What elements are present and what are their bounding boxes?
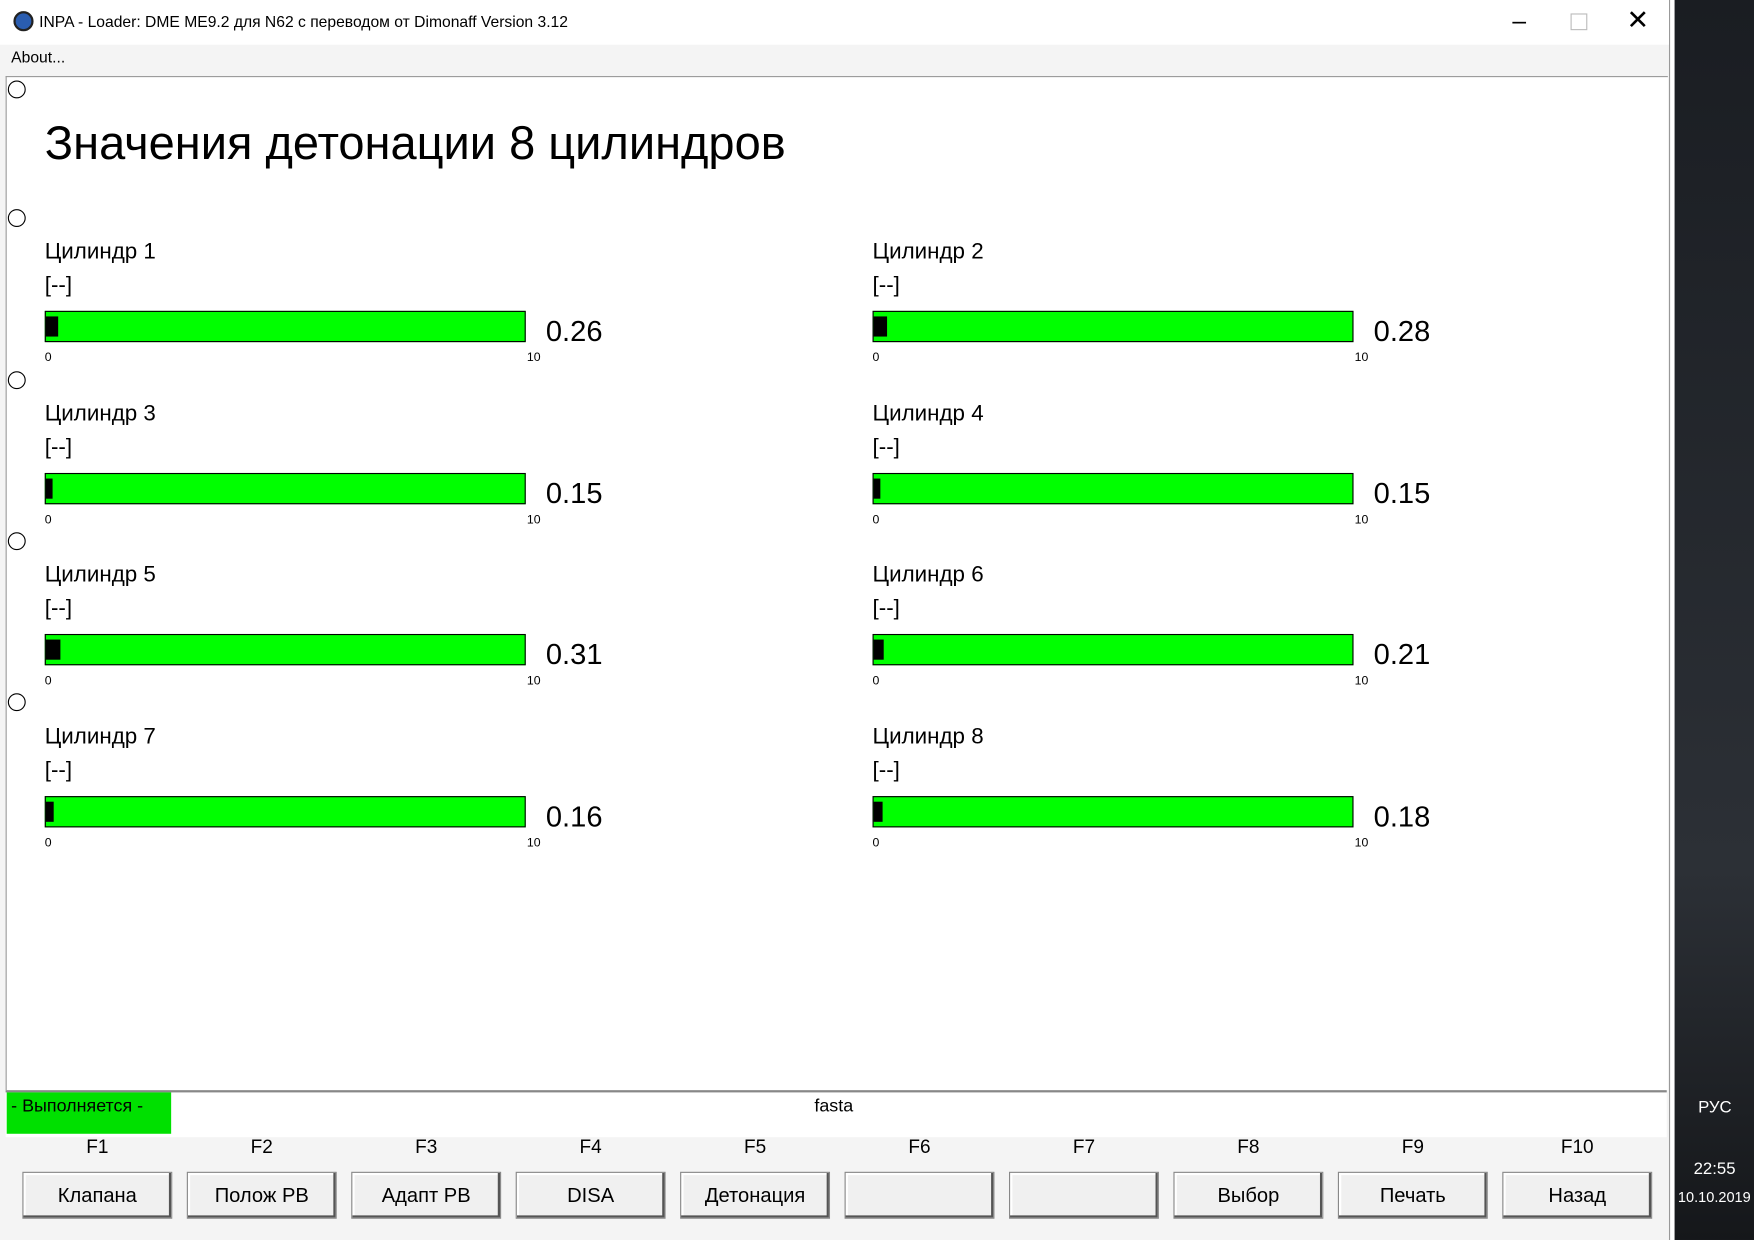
function-button[interactable] xyxy=(844,1171,995,1219)
fkey-label: F5 xyxy=(743,1136,767,1158)
gauge-fill xyxy=(873,801,883,822)
close-button[interactable]: ✕ xyxy=(1626,5,1649,36)
taskbar-time[interactable]: 22:55 xyxy=(1693,1159,1736,1179)
gauge-value: 0.21 xyxy=(1373,637,1431,671)
fkey-label: F2 xyxy=(250,1136,273,1158)
gauge-max: 10 xyxy=(1354,351,1369,365)
taskbar-language[interactable]: РУС xyxy=(1698,1097,1732,1118)
gauge-value: 0.26 xyxy=(545,314,603,348)
function-button[interactable] xyxy=(1008,1171,1159,1219)
function-button[interactable]: Полож РВ xyxy=(186,1171,337,1219)
window-title: INPA - Loader: DME ME9.2 для N62 с перев… xyxy=(39,12,568,31)
function-button[interactable]: Выбор xyxy=(1173,1171,1324,1219)
gauge-value: 0.28 xyxy=(1373,314,1431,348)
function-button[interactable]: DISA xyxy=(515,1171,666,1219)
maximize-button[interactable] xyxy=(1570,13,1588,31)
gauge-track xyxy=(44,310,526,343)
function-button[interactable]: Детонация xyxy=(680,1171,831,1219)
gauge-max: 10 xyxy=(526,512,541,527)
fkey-label: F7 xyxy=(1072,1136,1096,1158)
gauge-value: 0.18 xyxy=(1373,798,1431,833)
gauge-track xyxy=(44,633,526,666)
taskbar xyxy=(1674,0,1754,1240)
gauge-max: 10 xyxy=(1354,674,1369,688)
cylinder-label: Цилиндр 7 xyxy=(44,723,156,749)
fkey-label: F10 xyxy=(1560,1136,1594,1158)
gauge-fill xyxy=(873,639,884,660)
function-button[interactable]: Назад xyxy=(1502,1171,1653,1219)
gauge-min: 0 xyxy=(44,835,52,850)
cylinder-label: Цилиндр 3 xyxy=(44,400,156,426)
gauge-min: 0 xyxy=(872,835,880,850)
gauge-min: 0 xyxy=(872,674,880,688)
gauge-fill xyxy=(873,477,881,499)
cylinder-unit: [--] xyxy=(872,757,900,783)
status-state: - Выполняется - xyxy=(6,1092,172,1134)
gauge-max: 10 xyxy=(526,351,541,365)
gauge-track xyxy=(44,795,526,827)
gauge-min: 0 xyxy=(44,351,52,365)
gauge-min: 0 xyxy=(872,351,880,365)
gauge-track xyxy=(44,472,526,504)
function-button[interactable]: Клапана xyxy=(22,1171,173,1219)
content-area xyxy=(5,76,1668,1091)
cylinder-unit: [--] xyxy=(44,595,73,621)
gauge-min: 0 xyxy=(44,674,52,688)
gauge-track xyxy=(872,472,1354,504)
cylinder-label: Цилиндр 4 xyxy=(872,400,984,426)
gauge-track xyxy=(872,795,1354,827)
fkey-label: F1 xyxy=(86,1136,109,1158)
heading: Значения детонации 8 цилиндров xyxy=(44,116,786,169)
fkey-label: F9 xyxy=(1401,1136,1424,1158)
taskbar-date[interactable]: 10.10.2019 xyxy=(1677,1188,1751,1206)
gauge-max: 10 xyxy=(1354,512,1369,527)
cylinder-unit: [--] xyxy=(44,434,73,459)
gauge-fill xyxy=(45,316,59,337)
radio-marker[interactable] xyxy=(7,80,26,99)
gauge-value: 0.16 xyxy=(545,798,603,833)
minimize-button[interactable]: – xyxy=(1512,6,1527,35)
cylinder-unit: [--] xyxy=(44,272,73,298)
function-button[interactable]: Адапт РВ xyxy=(351,1171,502,1219)
cylinder-label: Цилиндр 1 xyxy=(44,239,156,264)
title-bar xyxy=(0,0,1669,45)
gauge-value: 0.15 xyxy=(545,475,603,510)
gauge-fill xyxy=(45,801,54,822)
cylinder-unit: [--] xyxy=(872,434,900,459)
cylinder-unit: [--] xyxy=(44,757,73,783)
cylinder-label: Цилиндр 2 xyxy=(872,239,984,264)
radio-marker[interactable] xyxy=(7,532,26,551)
radio-marker[interactable] xyxy=(7,209,26,227)
gauge-min: 0 xyxy=(872,512,880,527)
radio-marker[interactable] xyxy=(7,371,26,390)
cylinder-label: Цилиндр 5 xyxy=(44,562,156,588)
cylinder-unit: [--] xyxy=(872,595,900,621)
gauge-fill xyxy=(45,477,54,499)
cylinder-unit: [--] xyxy=(872,272,900,298)
cylinder-label: Цилиндр 6 xyxy=(872,562,984,588)
gauge-track xyxy=(872,310,1354,343)
gauge-max: 10 xyxy=(526,674,541,688)
gauge-value: 0.31 xyxy=(545,637,603,671)
status-bar xyxy=(5,1090,1667,1138)
fkey-label: F6 xyxy=(908,1136,931,1158)
gauge-value: 0.15 xyxy=(1373,475,1431,510)
gauge-track xyxy=(872,633,1354,666)
radio-marker[interactable] xyxy=(7,693,26,712)
gauge-max: 10 xyxy=(1354,835,1369,850)
app-icon xyxy=(13,11,34,32)
gauge-fill xyxy=(45,639,61,660)
gauge-min: 0 xyxy=(44,512,52,527)
fkey-label: F4 xyxy=(579,1136,602,1158)
function-button[interactable]: Печать xyxy=(1337,1171,1488,1219)
cylinder-label: Цилиндр 8 xyxy=(872,723,984,749)
gauge-fill xyxy=(873,316,888,337)
status-job: fasta xyxy=(814,1096,854,1116)
menu-about[interactable]: About... xyxy=(11,48,66,66)
fkey-label: F8 xyxy=(1237,1136,1260,1158)
gauge-max: 10 xyxy=(526,835,541,850)
fkey-label: F3 xyxy=(415,1136,438,1158)
